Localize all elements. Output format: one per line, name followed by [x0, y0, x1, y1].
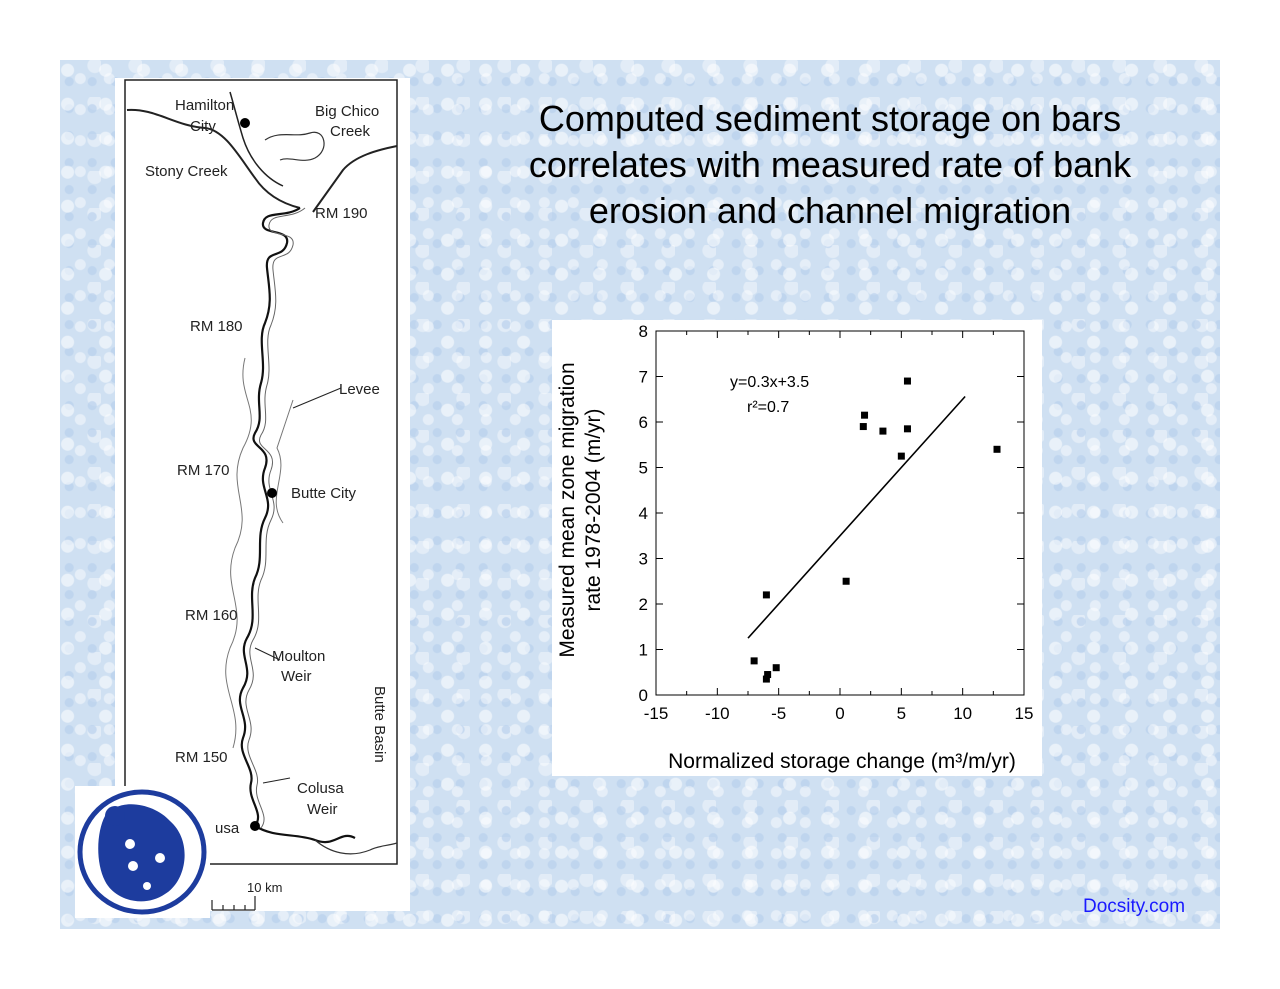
regression-equation: y=0.3x+3.5: [730, 374, 809, 391]
colusa-dot: [250, 821, 260, 831]
docsity-brand-link[interactable]: Docsity.com: [1083, 896, 1186, 917]
butte-city-dot: [267, 488, 277, 498]
map-label-moulton: Moulton: [272, 648, 325, 665]
map-label-rm160: RM 160: [185, 607, 238, 624]
y-tick-label: 5: [639, 459, 648, 478]
y-tick-label: 0: [639, 686, 648, 705]
scatter-chart: -15 -10 -5 0 5 10 15 0 1 2 3 4 5 6 7 8 y=0.3x+3.5 r²=0.…: [552, 320, 1042, 776]
map-label-rm180: RM 180: [190, 318, 243, 335]
data-point: [903, 377, 911, 385]
map-scale-bar: [211, 896, 256, 911]
data-point: [764, 671, 772, 679]
r-squared-label: r²=0.7: [747, 399, 789, 416]
stony-creek-line: [126, 108, 301, 209]
data-point: [772, 664, 780, 672]
docsity-logo: [75, 786, 210, 923]
scatter-chart-svg: -15 -10 -5 0 5 10 15 0 1 2 3 4 5 6 7 8 y=0.3x+3.5 r²=0.…: [556, 322, 1034, 773]
river-map-drawing: Hamilton City Big Chico Creek Stony Cree…: [124, 79, 398, 911]
colusa-pointer: [262, 777, 291, 784]
y-axis-label-line-2: rate 1978-2004 (m/yr): [582, 408, 605, 611]
lower-river-line: [314, 839, 398, 855]
y-tick-label: 3: [639, 550, 648, 569]
y-tick-label: 6: [639, 413, 648, 432]
y-tick-label: 2: [639, 595, 648, 614]
hamilton-city-dot: [240, 118, 250, 128]
map-label-rm170: RM 170: [177, 462, 230, 479]
x-tick-label: 5: [897, 704, 906, 723]
river-channel-outline: [245, 207, 306, 829]
map-label-stony-creek: Stony Creek: [145, 163, 228, 180]
title-line-2: correlates with measured rate of bank: [528, 144, 1132, 185]
data-point: [993, 445, 1001, 453]
y-tick-label: 7: [639, 368, 648, 387]
map-label-weir: Weir: [281, 668, 312, 685]
y-tick-label: 8: [639, 322, 648, 341]
data-point: [879, 427, 887, 435]
x-tick-label: -15: [644, 704, 669, 723]
data-point: [762, 675, 770, 683]
x-tick-label: 15: [1015, 704, 1034, 723]
y-tick-label: 1: [639, 641, 648, 660]
x-tick-label: 0: [835, 704, 844, 723]
data-point: [861, 411, 869, 419]
moulton-pointer: [254, 647, 281, 661]
y-axis-label-line-1: Measured mean zone migration: [556, 362, 579, 657]
map-label-butte-basin: Butte Basin: [371, 686, 388, 763]
map-scale-label: 10 km: [247, 880, 282, 895]
levee-line-west: [225, 357, 252, 749]
title-line-1: Computed sediment storage on bars: [538, 98, 1122, 139]
map-label-rm190: RM 190: [315, 205, 368, 222]
data-point: [750, 657, 758, 665]
data-point: [762, 591, 770, 599]
map-label-butte-city: Butte City: [291, 485, 357, 502]
data-point: [859, 423, 867, 431]
map-label-weir-2: Weir: [307, 801, 338, 818]
docsity-logo-icon: [75, 786, 210, 918]
x-axis-label: Normalized storage change (m³/m/yr): [668, 750, 1016, 773]
map-label-creek: Creek: [330, 123, 371, 140]
x-tick-label: -5: [771, 704, 786, 723]
regression-line: [747, 395, 966, 639]
river-upper-loop: [264, 131, 325, 161]
x-tick-label: 10: [953, 704, 972, 723]
title-line-3: erosion and channel migration: [588, 190, 1072, 231]
map-label-hamilton: Hamilton: [175, 97, 234, 114]
data-point: [897, 452, 905, 460]
map-label-levee: Levee: [339, 381, 380, 398]
map-label-colusa: Colusa: [297, 780, 344, 797]
map-label-usa: usa: [215, 820, 240, 837]
data-point: [903, 425, 911, 433]
sacramento-river-main: [238, 207, 356, 844]
map-label-big-chico: Big Chico: [315, 103, 379, 120]
river-map: Hamilton City Big Chico Creek Stony Cree…: [115, 78, 410, 911]
levee-pointer: [292, 387, 342, 409]
levee-line-east: [275, 399, 294, 524]
map-frame: [124, 79, 398, 865]
plot-frame: [655, 330, 1025, 696]
slide-title: Computed sediment storage on bars correl…: [480, 96, 1180, 234]
x-tick-label: -10: [705, 704, 730, 723]
creek-branch: [229, 91, 284, 187]
big-chico-creek-line: [312, 145, 398, 213]
data-point: [842, 577, 850, 585]
map-label-rm150: RM 150: [175, 749, 228, 766]
y-tick-label: 4: [639, 504, 648, 523]
map-label-city: City: [190, 118, 216, 135]
